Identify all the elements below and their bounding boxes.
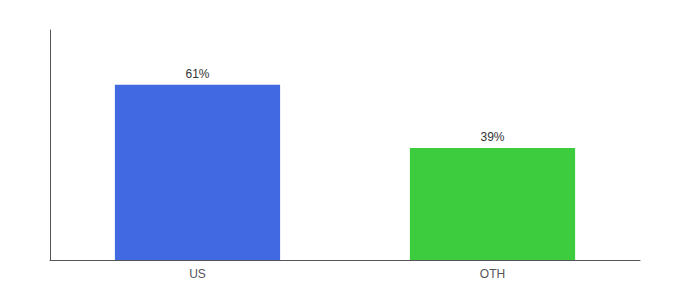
svg-text:61%: 61% [185, 67, 209, 81]
svg-text:OTH: OTH [480, 267, 505, 281]
svg-text:US: US [189, 267, 206, 281]
svg-text:39%: 39% [480, 130, 504, 144]
